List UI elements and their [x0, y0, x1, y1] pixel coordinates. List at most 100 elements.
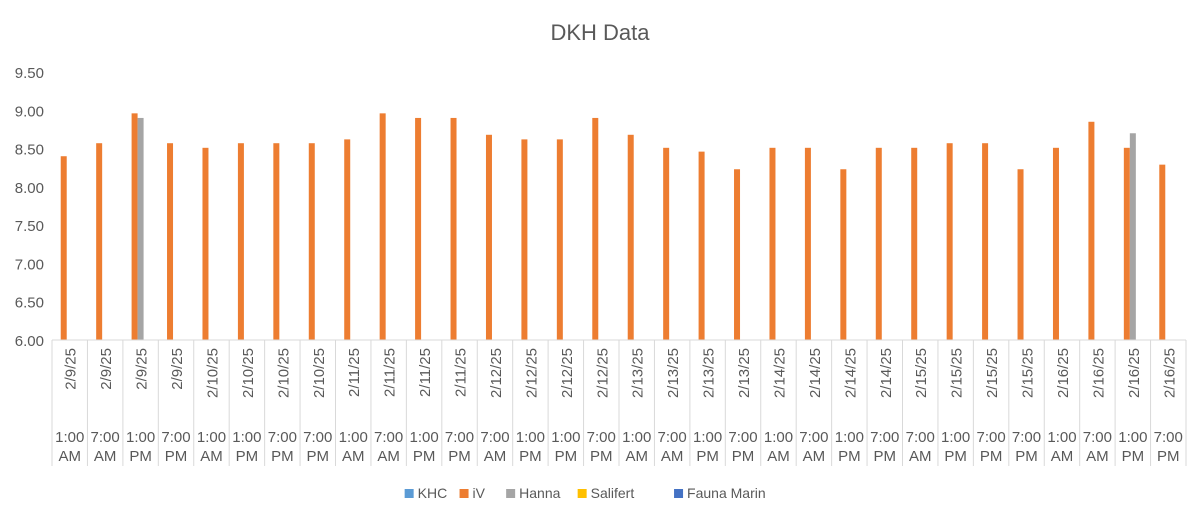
- x-ampm-label: PM: [838, 448, 861, 465]
- legend-label-fauna-marin: Fauna Marin: [687, 485, 766, 501]
- x-ampm-label: AM: [342, 448, 365, 465]
- x-date-label: 2/12/25: [523, 348, 540, 398]
- x-time-label: 7:00: [1083, 429, 1112, 446]
- x-time-label: 1:00: [764, 429, 793, 446]
- x-ampm-label: AM: [1086, 448, 1109, 465]
- x-date-label: 2/15/25: [1020, 348, 1037, 398]
- x-ampm-label: PM: [1157, 448, 1180, 465]
- bars: [60, 113, 1166, 341]
- x-time-label: 7:00: [976, 429, 1005, 446]
- x-ampm-label: AM: [661, 448, 684, 465]
- bar-iv: [663, 147, 670, 340]
- x-ampm-label: AM: [767, 448, 790, 465]
- x-ampm-label: AM: [625, 448, 648, 465]
- x-ampm-label: PM: [129, 448, 152, 465]
- x-ampm-label: PM: [590, 448, 613, 465]
- x-time-label: 7:00: [303, 429, 332, 446]
- bar-iv: [96, 143, 103, 340]
- bar-iv: [769, 147, 776, 340]
- bar-iv: [1017, 169, 1024, 340]
- x-ampm-label: PM: [944, 448, 967, 465]
- x-date-label: 2/12/25: [594, 348, 611, 398]
- legend-label-khc: KHC: [418, 485, 448, 501]
- bar-iv: [521, 139, 528, 340]
- x-date-label: 2/12/25: [488, 348, 505, 398]
- x-date-label: 2/13/25: [665, 348, 682, 398]
- bar-iv: [556, 139, 563, 340]
- bar-iv: [131, 113, 138, 340]
- legend-swatch-hanna: [506, 489, 516, 498]
- x-ampm-label: AM: [377, 448, 400, 465]
- x-ampm-label: PM: [271, 448, 294, 465]
- bar-iv: [485, 134, 492, 340]
- x-date-label: 2/9/25: [98, 348, 115, 390]
- bar-iv: [344, 139, 351, 340]
- x-ampm-label: PM: [696, 448, 719, 465]
- bar-iv: [379, 113, 386, 340]
- x-date-label: 2/11/25: [453, 348, 470, 397]
- x-date-label: 2/10/25: [311, 348, 328, 398]
- x-ampm-label: AM: [200, 448, 223, 465]
- x-ampm-label: AM: [484, 448, 507, 465]
- x-ampm-label: PM: [307, 448, 330, 465]
- x-ampm-label: PM: [519, 448, 542, 465]
- bar-iv: [627, 134, 634, 340]
- x-ampm-label: PM: [448, 448, 471, 465]
- x-ampm-label: PM: [555, 448, 578, 465]
- x-time-label: 1:00: [126, 429, 155, 446]
- bar-iv: [450, 117, 457, 340]
- x-time-label: 7:00: [1012, 429, 1041, 446]
- x-ampm-label: PM: [1122, 448, 1145, 465]
- x-date-label: 2/15/25: [984, 348, 1001, 398]
- bar-hanna: [137, 117, 144, 340]
- x-ampm-label: PM: [732, 448, 755, 465]
- x-time-label: 7:00: [728, 429, 757, 446]
- bar-iv: [1159, 164, 1166, 340]
- x-date-label: 2/16/25: [1055, 348, 1072, 398]
- x-time-label: 1:00: [693, 429, 722, 446]
- x-time-label: 7:00: [374, 429, 403, 446]
- y-tick-label: 6.00: [15, 333, 44, 350]
- bar-iv: [1123, 147, 1130, 340]
- bar-iv: [875, 147, 882, 340]
- x-time-label: 1:00: [835, 429, 864, 446]
- x-date-label: 2/14/25: [771, 348, 788, 398]
- bar-iv: [273, 143, 280, 340]
- x-date-label: 2/10/25: [240, 348, 257, 398]
- bar-iv: [911, 147, 918, 340]
- x-date-label: 2/12/25: [559, 348, 576, 398]
- y-axis: 6.00 6.50 7.00 7.50 8.00 8.50 9.00 9.50: [15, 65, 44, 350]
- x-date-label: 2/9/25: [169, 348, 186, 390]
- x-ampm-label: AM: [909, 448, 932, 465]
- x-date-label: 2/13/25: [736, 348, 753, 398]
- x-date-label: 2/16/25: [1126, 348, 1143, 398]
- x-time-label: 1:00: [516, 429, 545, 446]
- x-date-label: 2/16/25: [1090, 348, 1107, 398]
- legend-label-salifert: Salifert: [591, 485, 635, 501]
- x-date-label: 2/9/25: [134, 348, 151, 390]
- bar-iv: [734, 169, 741, 340]
- x-axis: 2/9/25 1:00 AM 2/9/25 7:00 AM 2/9/25 1:00 PM 2/9/…: [51, 339, 1187, 466]
- x-time-label: 7:00: [658, 429, 687, 446]
- bar-iv: [946, 143, 953, 340]
- legend-swatch-fauna-marin: [674, 489, 684, 498]
- x-time-label: 7:00: [587, 429, 616, 446]
- bar-hanna: [1129, 133, 1136, 340]
- x-time-label: 7:00: [161, 429, 190, 446]
- x-date-label: 2/16/25: [1161, 348, 1178, 398]
- bar-iv: [698, 151, 705, 340]
- bar-iv: [60, 156, 67, 340]
- x-date-label: 2/14/25: [878, 348, 895, 398]
- legend-label-iv: iV: [473, 485, 486, 501]
- x-date-label: 2/15/25: [949, 348, 966, 398]
- y-tick-label: 6.50: [15, 295, 44, 312]
- x-date-label: 2/15/25: [913, 348, 930, 398]
- x-time-label: 7:00: [268, 429, 297, 446]
- bar-iv: [308, 143, 315, 340]
- x-time-label: 1:00: [55, 429, 84, 446]
- chart-title: DKH Data: [550, 20, 650, 45]
- bar-iv: [804, 147, 811, 340]
- x-time-label: 1:00: [551, 429, 580, 446]
- x-ampm-label: AM: [58, 448, 81, 465]
- x-date-label: 2/10/25: [275, 348, 292, 398]
